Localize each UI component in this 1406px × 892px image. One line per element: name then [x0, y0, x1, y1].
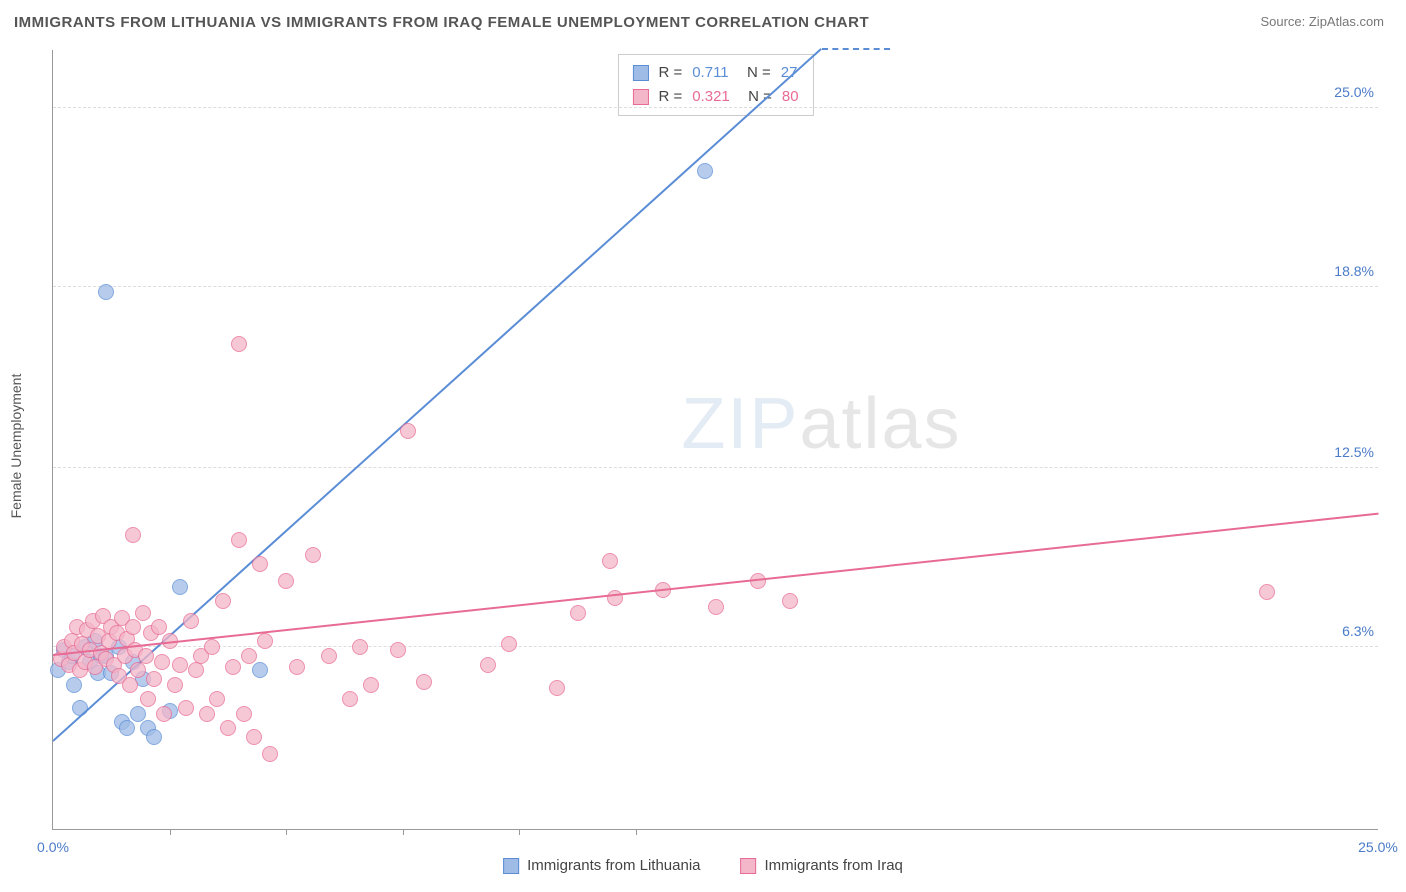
data-point: [342, 691, 358, 707]
data-point: [140, 691, 156, 707]
legend-label-series2: Immigrants from Iraq: [765, 857, 903, 874]
y-tick-label: 12.5%: [1334, 444, 1380, 460]
stats-row: R = 0.711 N = 27: [632, 61, 798, 85]
data-point: [400, 423, 416, 439]
r-value-series2: 0.321: [692, 85, 730, 109]
watermark-zip: ZIP: [681, 384, 799, 464]
data-point: [225, 659, 241, 675]
data-point: [570, 605, 586, 621]
data-point: [151, 619, 167, 635]
legend-swatch-series2: [741, 858, 757, 874]
data-point: [172, 657, 188, 673]
data-point: [416, 674, 432, 690]
data-point: [199, 706, 215, 722]
y-tick-label: 6.3%: [1342, 623, 1380, 639]
data-point: [501, 636, 517, 652]
data-point: [215, 593, 231, 609]
trend-line: [53, 513, 1378, 656]
legend-item-series1: Immigrants from Lithuania: [503, 857, 700, 874]
data-point: [135, 605, 151, 621]
y-tick-label: 25.0%: [1334, 84, 1380, 100]
data-point: [241, 648, 257, 664]
data-point: [146, 729, 162, 745]
data-point: [220, 720, 236, 736]
data-point: [390, 642, 406, 658]
r-value-series1: 0.711: [692, 61, 728, 85]
r-label: R =: [658, 85, 682, 109]
x-tick-label: 0.0%: [37, 839, 69, 855]
x-tick-label: 25.0%: [1358, 839, 1398, 855]
chart-container: IMMIGRANTS FROM LITHUANIA VS IMMIGRANTS …: [0, 0, 1406, 892]
data-point: [66, 677, 82, 693]
data-point: [321, 648, 337, 664]
data-point: [130, 706, 146, 722]
data-point: [138, 648, 154, 664]
data-point: [549, 680, 565, 696]
data-point: [305, 547, 321, 563]
x-tick-mark: [403, 829, 404, 835]
source-attribution: Source: ZipAtlas.com: [1260, 14, 1384, 29]
legend-swatch-series1: [503, 858, 519, 874]
legend: Immigrants from Lithuania Immigrants fro…: [503, 857, 903, 874]
gridline: [53, 107, 1378, 108]
chart-title: IMMIGRANTS FROM LITHUANIA VS IMMIGRANTS …: [14, 14, 869, 31]
swatch-series1: [632, 65, 648, 81]
data-point: [289, 659, 305, 675]
data-point: [231, 336, 247, 352]
data-point: [236, 706, 252, 722]
data-point: [188, 662, 204, 678]
data-point: [480, 657, 496, 673]
data-point: [178, 700, 194, 716]
watermark: ZIPatlas: [681, 383, 961, 465]
data-point: [708, 599, 724, 615]
r-label: R =: [658, 61, 682, 85]
data-point: [697, 163, 713, 179]
n-value-series2: 80: [782, 85, 799, 109]
data-point: [125, 619, 141, 635]
data-point: [262, 746, 278, 762]
data-point: [98, 284, 114, 300]
data-point: [167, 677, 183, 693]
data-point: [246, 729, 262, 745]
swatch-series2: [632, 89, 648, 105]
y-tick-label: 18.8%: [1334, 263, 1380, 279]
data-point: [1259, 584, 1275, 600]
x-tick-mark: [636, 829, 637, 835]
watermark-atlas: atlas: [799, 384, 961, 464]
data-point: [231, 532, 247, 548]
data-point: [154, 654, 170, 670]
data-point: [146, 671, 162, 687]
data-point: [278, 573, 294, 589]
y-axis-title: Female Unemployment: [8, 374, 24, 519]
data-point: [363, 677, 379, 693]
trend-line-dashed: [822, 48, 891, 50]
data-point: [602, 553, 618, 569]
gridline: [53, 286, 1378, 287]
gridline: [53, 646, 1378, 647]
data-point: [782, 593, 798, 609]
x-tick-mark: [519, 829, 520, 835]
n-label: N =: [739, 61, 771, 85]
data-point: [204, 639, 220, 655]
data-point: [352, 639, 368, 655]
gridline: [53, 467, 1378, 468]
data-point: [156, 706, 172, 722]
x-tick-mark: [170, 829, 171, 835]
plot-area: ZIPatlas R = 0.711 N = 27 R = 0.321 N = …: [52, 50, 1378, 830]
data-point: [119, 720, 135, 736]
data-point: [130, 662, 146, 678]
legend-item-series2: Immigrants from Iraq: [741, 857, 903, 874]
data-point: [122, 677, 138, 693]
data-point: [209, 691, 225, 707]
data-point: [125, 527, 141, 543]
data-point: [252, 556, 268, 572]
legend-label-series1: Immigrants from Lithuania: [527, 857, 700, 874]
data-point: [183, 613, 199, 629]
data-point: [252, 662, 268, 678]
data-point: [257, 633, 273, 649]
x-tick-mark: [286, 829, 287, 835]
data-point: [172, 579, 188, 595]
